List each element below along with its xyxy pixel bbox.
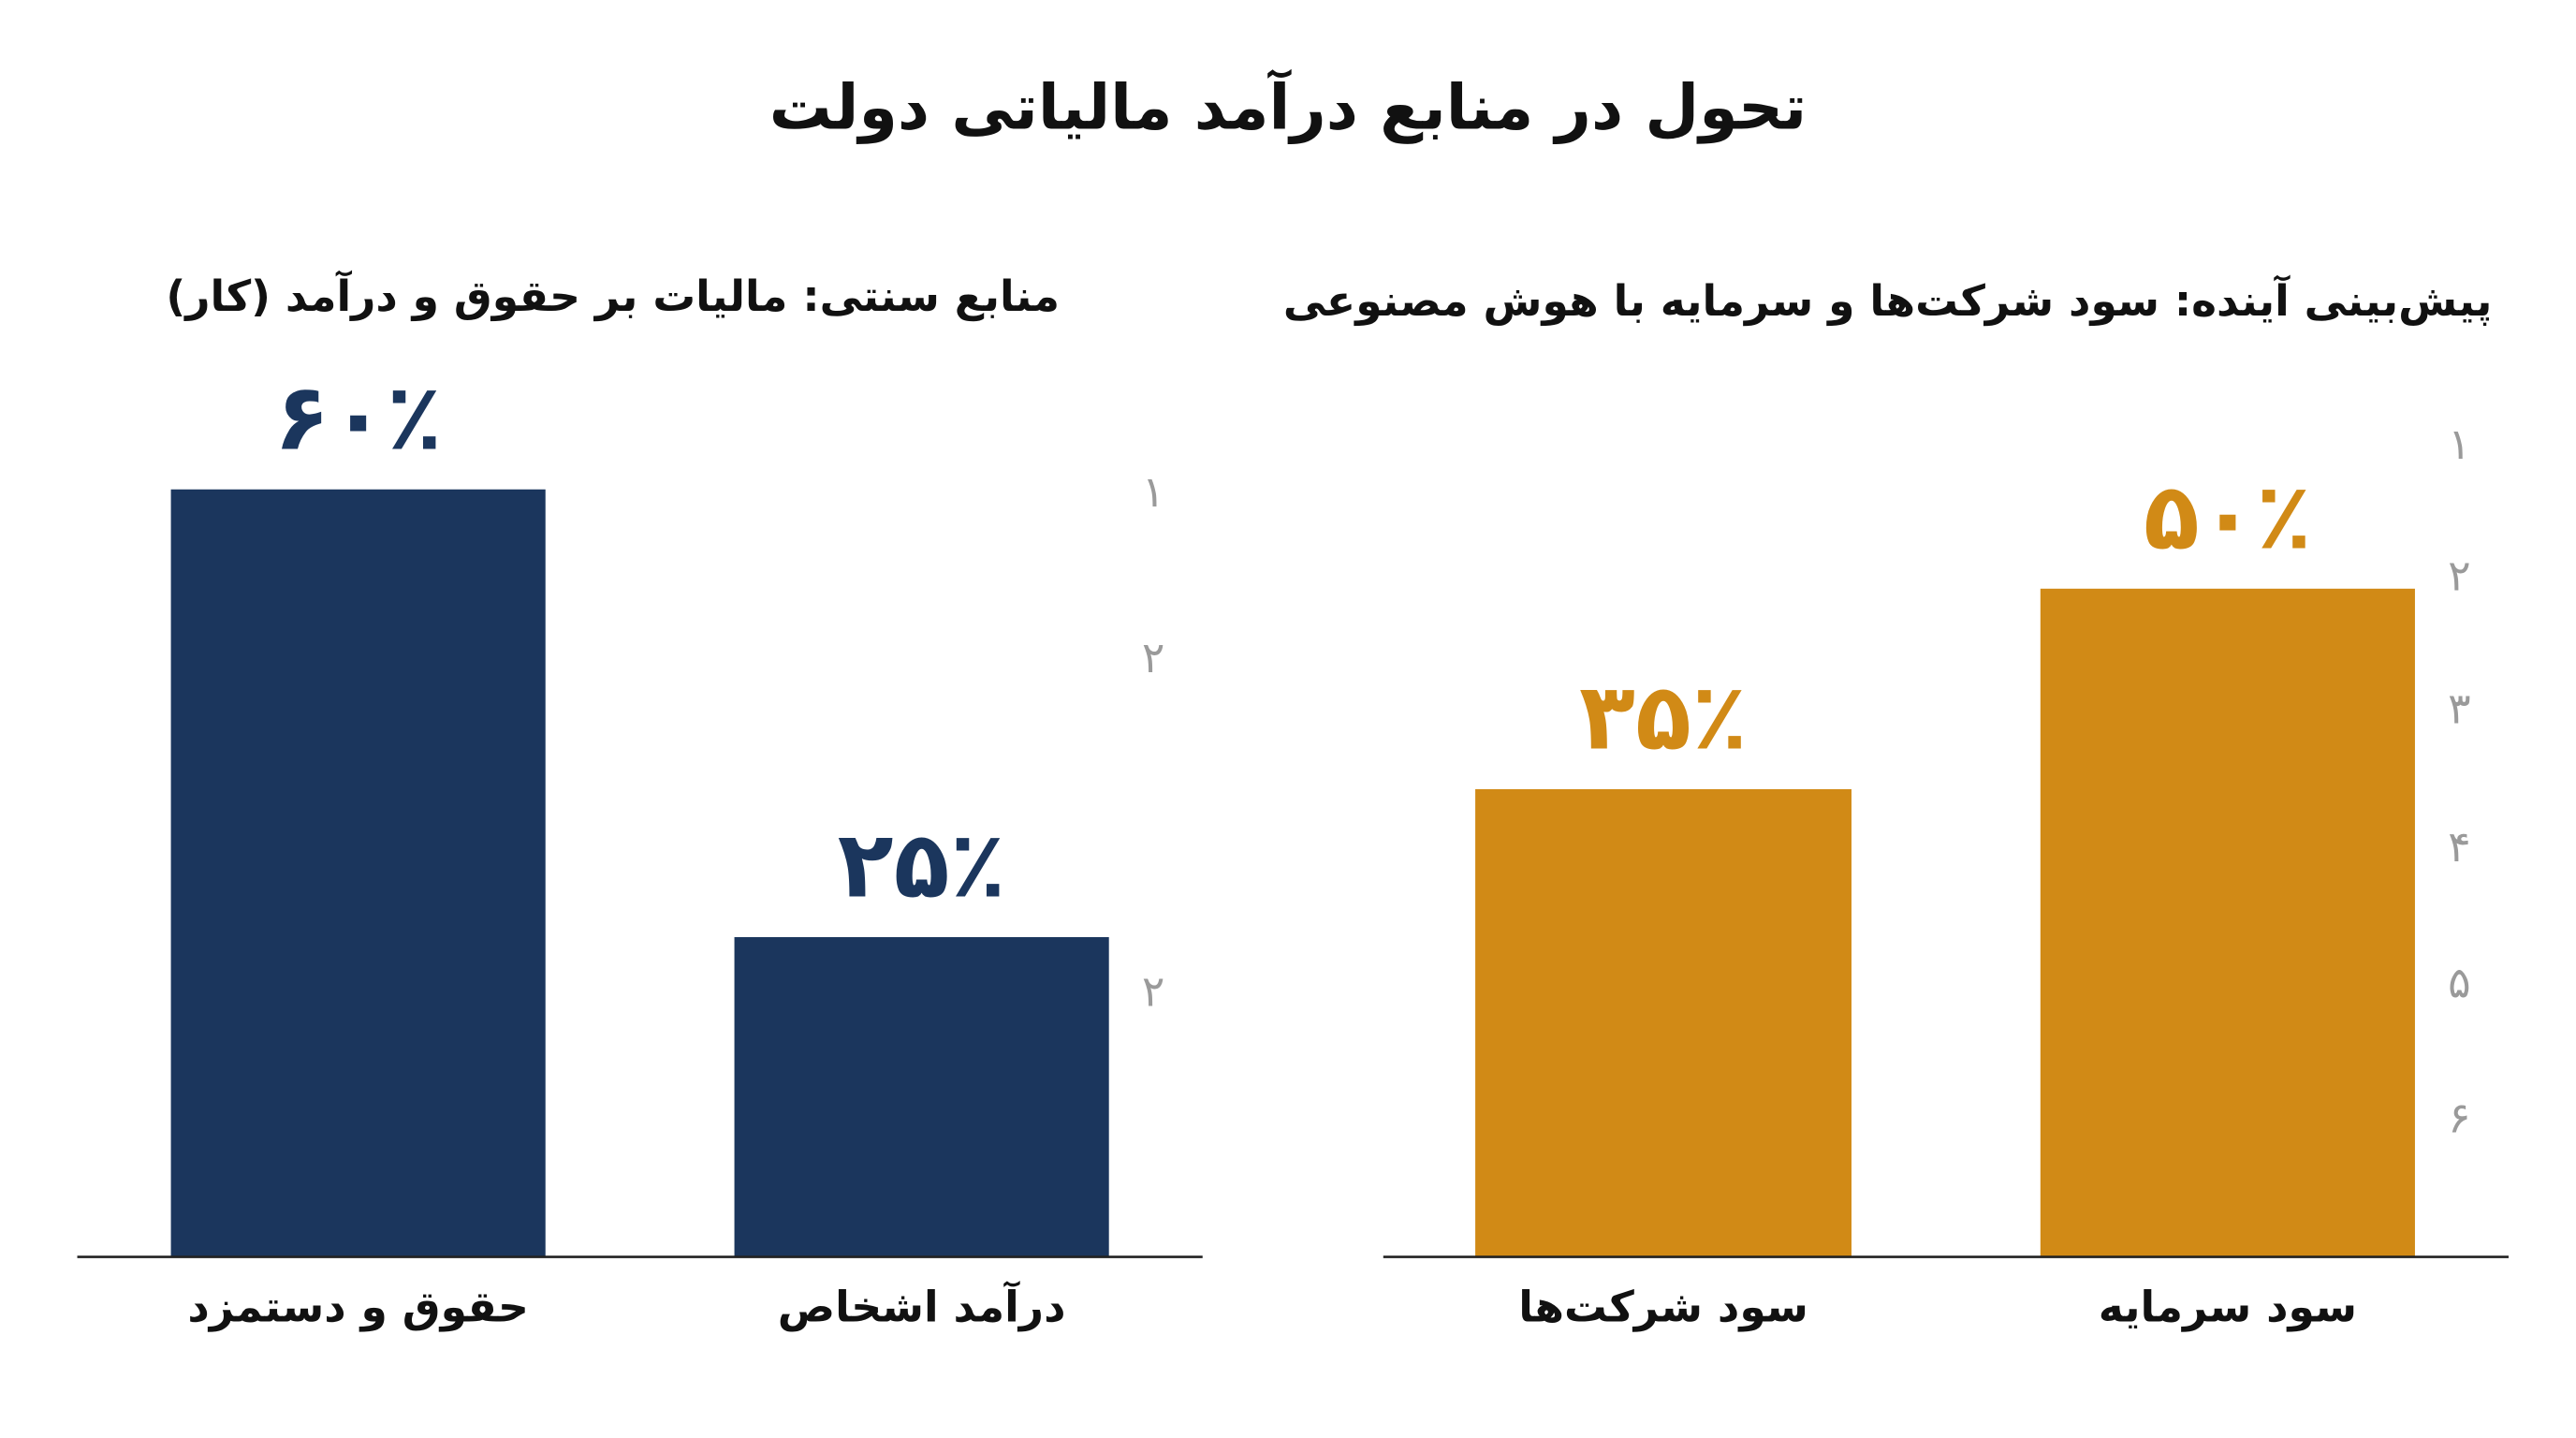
category-label: حقوق و دستمزد (187, 1282, 529, 1331)
value-label: ۵۰٪ (2144, 463, 2312, 570)
side-label: ۲ (1142, 966, 1165, 1016)
bar (2040, 588, 2415, 1257)
bar (170, 489, 546, 1257)
side-label: ۳ (2448, 683, 2471, 733)
side-label: ۴ (2448, 822, 2471, 872)
category-label: سود سرمایه (2099, 1282, 2357, 1331)
category-label: درآمد اشخاص (778, 1280, 1066, 1331)
side-label: ۲ (2448, 550, 2471, 600)
bar (1475, 788, 1852, 1257)
side-label: ۶ (2448, 1093, 2471, 1142)
bar (734, 936, 1109, 1257)
side-label: ۲ (1142, 633, 1165, 682)
value-label: ۳۵٪ (1579, 665, 1748, 771)
value-label: ۶۰٪ (274, 364, 443, 471)
side-label: ۱ (2448, 419, 2471, 469)
side-label: ۱ (1142, 467, 1165, 517)
chart-title: تحول در منابع درآمد مالیاتی دولت (769, 68, 1807, 144)
category-label: سود شرکت‌ها (1518, 1282, 1808, 1331)
chart-subtitle: منابع سنتی: مالیات بر حقوق و درآمد (کار) (166, 270, 1060, 321)
chart-subtitle: پیش‌بینی آینده: سود شرکت‌ها و سرمایه با … (1283, 274, 2493, 326)
side-label: ۵ (2448, 959, 2471, 1008)
value-label: ۲۵٪ (838, 813, 1006, 919)
